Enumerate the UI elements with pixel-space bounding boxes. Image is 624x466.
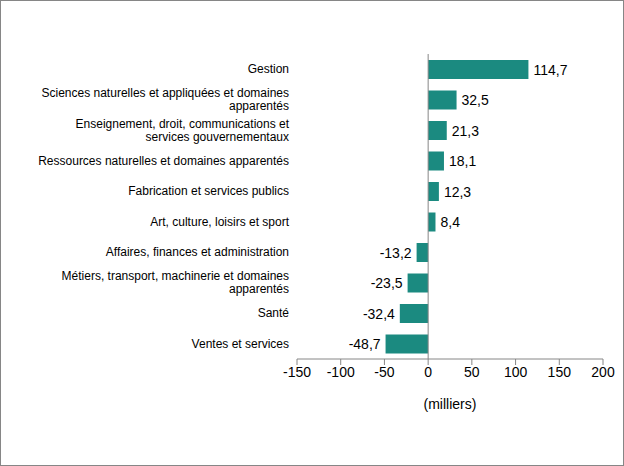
svg-text:32,5: 32,5 xyxy=(462,92,489,108)
svg-text:-23,5: -23,5 xyxy=(371,275,403,291)
svg-text:-48,7: -48,7 xyxy=(349,336,381,352)
svg-text:-13,2: -13,2 xyxy=(380,245,412,261)
svg-text:Santé: Santé xyxy=(258,306,290,320)
svg-text:Affaires, finances et administ: Affaires, finances et administration xyxy=(106,245,289,259)
svg-text:Fabrication et services public: Fabrication et services publics xyxy=(128,184,289,198)
svg-text:-100: -100 xyxy=(327,364,355,380)
svg-text:-150: -150 xyxy=(283,364,311,380)
svg-text:8,4: 8,4 xyxy=(440,214,460,230)
svg-text:100: 100 xyxy=(504,364,528,380)
svg-text:114,7: 114,7 xyxy=(533,62,567,78)
svg-text:Gestion: Gestion xyxy=(248,62,289,76)
svg-text:-50: -50 xyxy=(374,364,394,380)
svg-text:50: 50 xyxy=(464,364,480,380)
svg-text:Métiers, transport, machinerie: Métiers, transport, machinerie et domain… xyxy=(62,269,289,296)
svg-text:0: 0 xyxy=(424,364,432,380)
svg-text:12,3: 12,3 xyxy=(444,184,471,200)
svg-text:Enseignement, droit, communica: Enseignement, droit, communications etse… xyxy=(76,117,290,144)
svg-text:200: 200 xyxy=(591,364,615,380)
svg-text:(milliers): (milliers) xyxy=(424,396,477,412)
svg-text:21,3: 21,3 xyxy=(452,123,479,139)
svg-text:150: 150 xyxy=(548,364,572,380)
svg-text:Ventes et services: Ventes et services xyxy=(192,337,289,351)
svg-text:Art, culture, loisirs et sport: Art, culture, loisirs et sport xyxy=(150,215,289,229)
svg-text:Sciences naturelles et appliqu: Sciences naturelles et appliquées et dom… xyxy=(42,86,290,113)
svg-text:18,1: 18,1 xyxy=(449,153,476,169)
svg-text:Ressources naturelles et domai: Ressources naturelles et domaines appare… xyxy=(38,154,289,168)
svg-text:-32,4: -32,4 xyxy=(363,306,395,322)
